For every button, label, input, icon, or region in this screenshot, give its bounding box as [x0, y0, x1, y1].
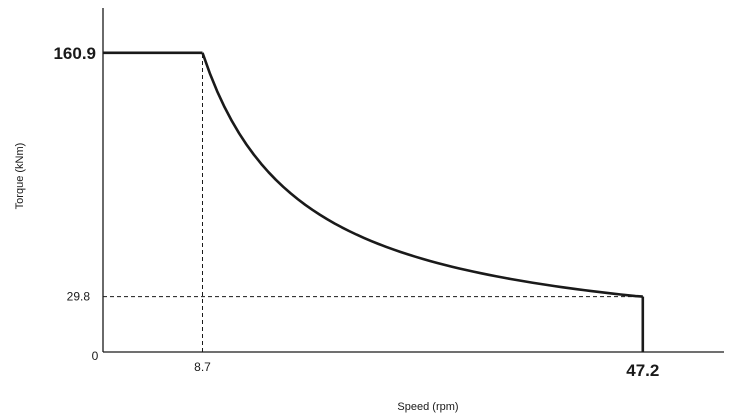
tick-labels: 160.9 29.8 8.7 47.2 [53, 44, 659, 380]
reference-lines [103, 52, 643, 352]
origin-label: 0 [92, 349, 99, 363]
y-tick-label: 29.8 [67, 290, 91, 304]
curve-segment-constant-power [201, 52, 643, 298]
y-tick-label: 160.9 [53, 44, 96, 63]
axes [102, 8, 724, 353]
x-axis-label: Speed (rpm) [397, 401, 458, 413]
x-tick-label: 47.2 [626, 361, 659, 380]
x-tick-label: 8.7 [194, 360, 211, 374]
torque-curve [103, 51, 645, 352]
y-axis-label: Torque (kNm) [14, 143, 26, 210]
